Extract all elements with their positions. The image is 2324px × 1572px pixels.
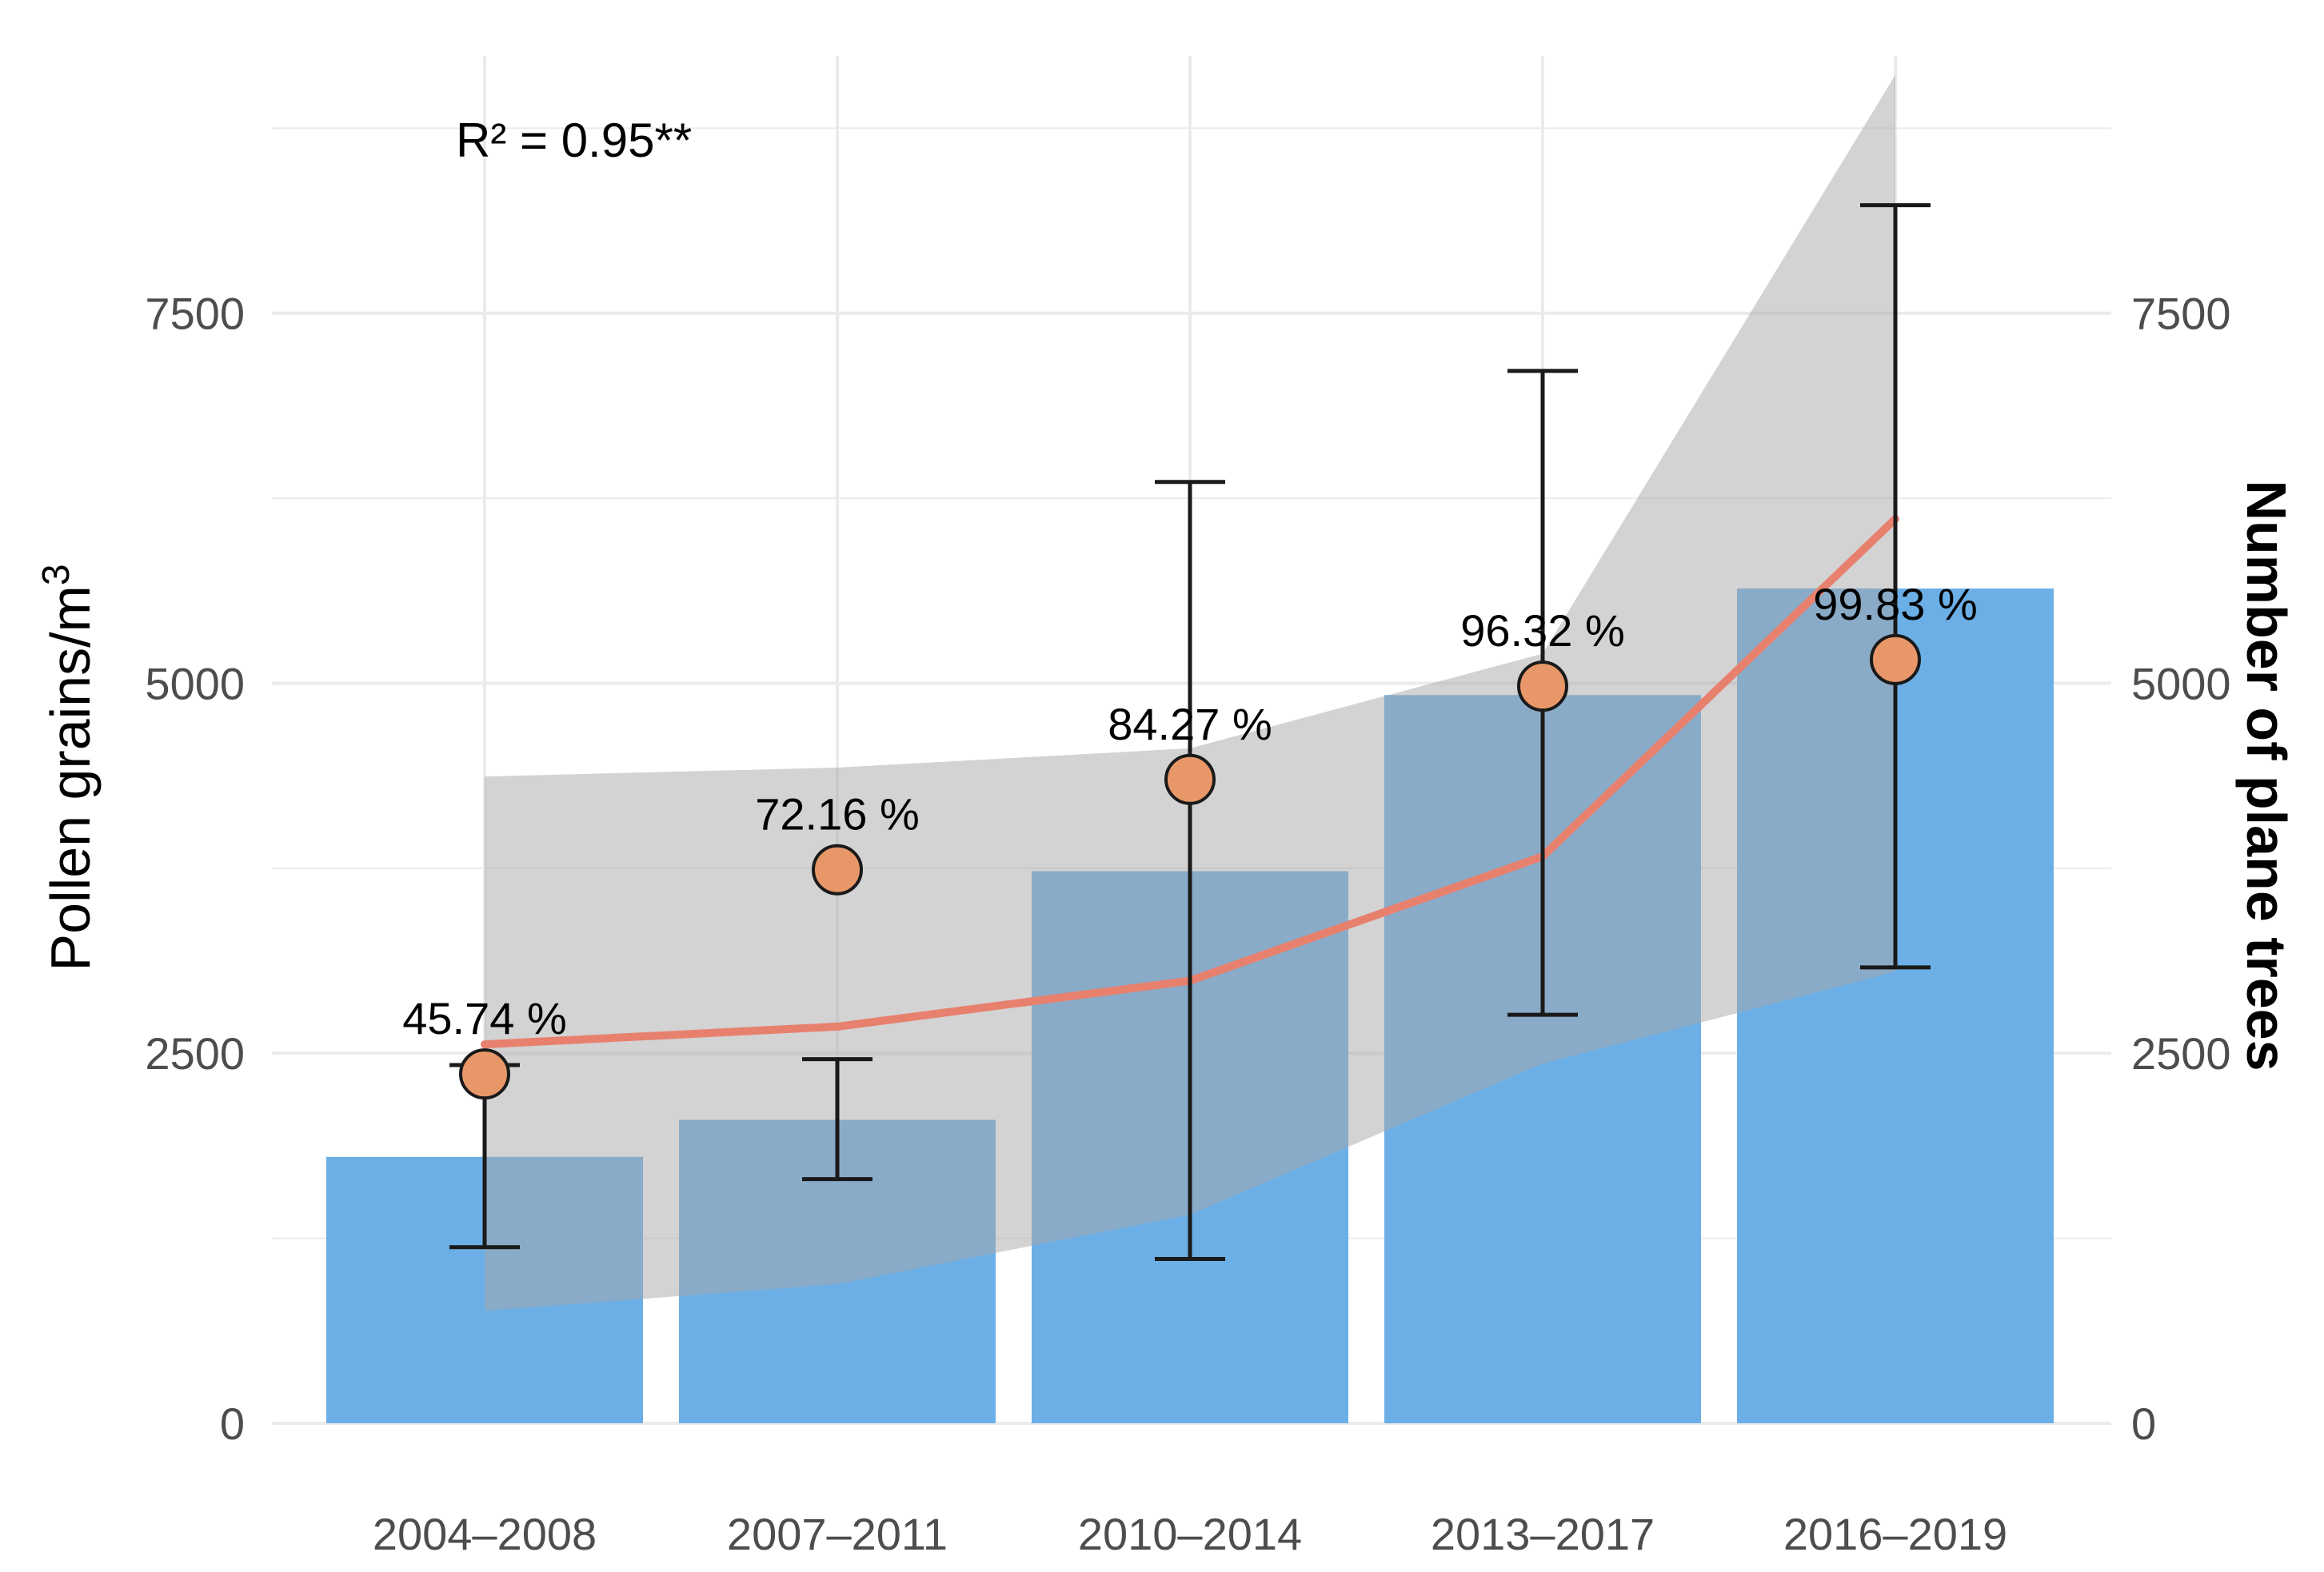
y-tick-right-7500: 7500 bbox=[2131, 289, 2231, 339]
y-tick-left-7500: 7500 bbox=[145, 289, 245, 339]
data-point-5 bbox=[1870, 633, 1921, 685]
y-tick-left-2500: 2500 bbox=[145, 1028, 245, 1079]
error-bar-5 bbox=[1860, 203, 1931, 970]
data-label-1: 45.74 % bbox=[402, 993, 567, 1043]
x-tick-2: 2007–2011 bbox=[727, 1509, 948, 1559]
y-axis-title-left: Pollen grains/m3 bbox=[35, 564, 102, 971]
error-bar-2 bbox=[802, 1057, 872, 1182]
r-squared-annotation: R² = 0.95** bbox=[456, 114, 692, 167]
x-tick-5: 2016–2019 bbox=[1783, 1509, 2007, 1559]
x-tick-4: 2013–2017 bbox=[1431, 1509, 1655, 1559]
data-point-4 bbox=[1517, 660, 1568, 712]
data-label-2: 72.16 % bbox=[755, 789, 920, 840]
y-tick-left-0: 0 bbox=[220, 1398, 245, 1449]
y-tick-left-5000: 5000 bbox=[145, 658, 245, 708]
data-label-5: 99.83 % bbox=[1813, 579, 1978, 629]
y-tick-right-2500: 2500 bbox=[2131, 1028, 2231, 1079]
data-point-3 bbox=[1164, 753, 1216, 805]
points bbox=[459, 633, 1921, 1100]
point-labels: 45.74 % 72.16 % 84.27 % 96.32 % 99.83 % bbox=[402, 579, 1978, 1043]
x-tick-1: 2004–2008 bbox=[373, 1509, 597, 1559]
data-point-1 bbox=[459, 1048, 510, 1100]
y-tick-right-5000: 5000 bbox=[2131, 658, 2231, 708]
y-axis-title-right: Number of plane trees bbox=[2235, 480, 2298, 1071]
y-tick-right-0: 0 bbox=[2131, 1398, 2156, 1449]
x-tick-3: 2010–2014 bbox=[1078, 1509, 1302, 1559]
axes: 0 0 2500 2500 5000 5000 7500 7500 2004–2008 2007–… bbox=[145, 289, 2230, 1559]
error-bar-3 bbox=[1155, 480, 1225, 1262]
data-point-2 bbox=[812, 844, 863, 896]
data-label-3: 84.27 % bbox=[1108, 699, 1272, 749]
data-label-4: 96.32 % bbox=[1460, 605, 1625, 656]
